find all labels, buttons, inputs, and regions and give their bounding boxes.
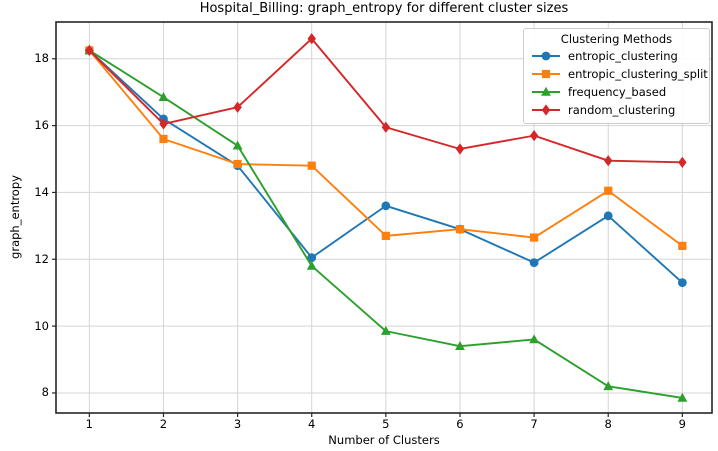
legend-title: Clustering Methods — [560, 32, 673, 46]
legend-label: entropic_clustering_split — [568, 67, 708, 81]
marker-square — [455, 225, 465, 234]
marker-diamond — [233, 101, 242, 113]
marker-diamond — [159, 118, 168, 130]
legend-marker-circle-icon — [532, 51, 560, 61]
y-tick-label: 16 — [34, 118, 49, 133]
y-tick-label: 14 — [34, 184, 49, 199]
marker-diamond — [307, 33, 316, 45]
marker-circle — [529, 258, 539, 268]
marker-diamond — [85, 44, 94, 57]
legend-entries: entropic_clustering entropic_clustering_s… — [531, 47, 708, 119]
marker-triangle — [455, 340, 465, 350]
x-tick-label: 3 — [233, 417, 242, 431]
marker-triangle — [677, 392, 688, 402]
y-tick-label: 12 — [34, 251, 49, 266]
marker-circle — [307, 253, 317, 263]
marker-triangle — [158, 91, 169, 101]
x-axis-label: Number of Clusters — [328, 433, 440, 447]
x-tick-label: 6 — [456, 417, 464, 431]
marker-triangle — [232, 140, 243, 150]
y-tick-label: 8 — [41, 385, 49, 400]
legend-entry-entropic_clustering: entropic_clustering — [531, 47, 702, 65]
legend-label: random_clustering — [568, 103, 676, 117]
x-tick-label: 1 — [85, 417, 93, 431]
marker-diamond — [381, 121, 391, 133]
marker-square — [307, 161, 316, 170]
marker-square — [530, 233, 539, 242]
x-tick-label: 8 — [604, 417, 612, 431]
y-tick-label: 10 — [34, 318, 49, 333]
legend-marker-diamond-icon — [532, 104, 560, 116]
legend-entry-random_clustering: random_clustering — [531, 101, 702, 119]
marker-triangle — [306, 260, 317, 270]
marker-diamond — [604, 155, 613, 167]
marker-square — [159, 134, 168, 144]
legend-label: frequency_based — [568, 85, 667, 99]
marker-circle — [677, 278, 687, 288]
marker-square — [381, 231, 390, 240]
x-tick-label: 5 — [382, 417, 390, 431]
marker-circle — [603, 211, 613, 221]
legend: Clustering Methods entropic_clustering en… — [523, 28, 710, 124]
legend-marker-triangle-icon — [532, 86, 560, 96]
legend-entry-frequency_based: frequency_based — [531, 83, 702, 101]
y-tick-label: 18 — [34, 51, 49, 66]
marker-diamond — [678, 156, 687, 168]
marker-diamond — [455, 143, 465, 155]
marker-triangle — [380, 325, 391, 335]
marker-square — [233, 159, 242, 169]
marker-triangle — [603, 381, 614, 391]
x-tick-label: 7 — [530, 417, 538, 431]
x-tick-label: 2 — [159, 417, 168, 431]
y-axis-label: graph_entropy — [8, 175, 22, 259]
x-tick-label: 9 — [678, 417, 686, 431]
marker-triangle — [529, 334, 540, 344]
marker-circle — [381, 201, 391, 211]
chart-title: Hospital_Billing: graph_entropy for diff… — [199, 1, 569, 16]
legend-entry-entropic_clustering_split: entropic_clustering_split — [531, 65, 708, 83]
marker-square — [604, 186, 613, 195]
legend-marker-square-icon — [532, 69, 560, 79]
marker-diamond — [529, 130, 539, 142]
legend-label: entropic_clustering — [568, 49, 678, 63]
axes-spines — [55, 21, 713, 414]
x-tick-label: 4 — [308, 417, 316, 431]
marker-square — [678, 241, 687, 251]
